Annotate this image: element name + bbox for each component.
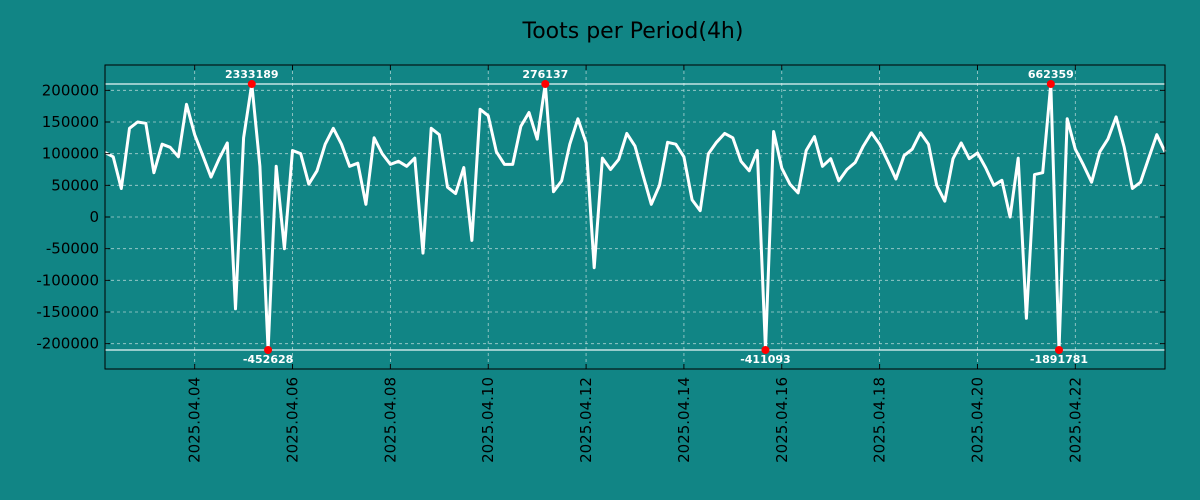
x-axis-ticks: 2025.04.04 2025.04.06 2025.04.08 2025.04.10… [186, 65, 1084, 463]
peak-markers [247, 80, 1063, 354]
y-tick-label: 150000 [42, 113, 99, 131]
peak-marker [541, 80, 550, 88]
peak-marker [247, 80, 256, 88]
y-tick-label: -200000 [36, 335, 99, 353]
x-tick-label: 2025.04.20 [968, 377, 986, 463]
x-tick-label: 2025.04.18 [871, 377, 889, 463]
peak-label: -411093 [740, 353, 791, 366]
x-tick-label: 2025.04.22 [1066, 377, 1084, 463]
x-tick-label: 2025.04.06 [284, 377, 302, 463]
y-tick-label: -50000 [46, 240, 99, 258]
x-tick-label: 2025.04.12 [577, 377, 595, 463]
y-tick-label: 50000 [51, 176, 99, 194]
x-tick-label: 2025.04.04 [186, 377, 204, 463]
peak-label: 276137 [522, 68, 568, 81]
y-axis-ticks: 200000 150000 100000 50000 0 -50000 -100000 -15… [36, 81, 1165, 353]
y-tick-label: 0 [89, 208, 99, 226]
peak-label: -452628 [243, 353, 294, 366]
peak-label: -1891781 [1030, 353, 1088, 366]
y-tick-label: -150000 [36, 303, 99, 321]
peak-marker [761, 346, 770, 354]
clip-lines [105, 83, 1165, 351]
peak-label: 2333189 [225, 68, 279, 81]
axes-frame [104, 64, 1166, 370]
grid [105, 65, 1165, 369]
y-tick-label: 200000 [42, 81, 99, 99]
peak-marker [1046, 80, 1055, 88]
peak-label: 662359 [1028, 68, 1074, 81]
y-tick-label: -100000 [36, 271, 99, 289]
series [104, 82, 1167, 352]
y-tick-label: 100000 [42, 145, 99, 163]
x-tick-label: 2025.04.16 [773, 377, 791, 463]
peak-labels: 2333189 276137 662359 -452628 -411093 -189178… [225, 68, 1088, 366]
peak-marker [264, 346, 273, 354]
x-tick-label: 2025.04.10 [479, 377, 497, 463]
chart-title: Toots per Period(4h) [522, 19, 744, 44]
peak-marker [1055, 346, 1063, 354]
x-tick-label: 2025.04.14 [675, 377, 693, 463]
series-line-toots [104, 82, 1167, 352]
x-tick-label: 2025.04.08 [381, 377, 399, 463]
